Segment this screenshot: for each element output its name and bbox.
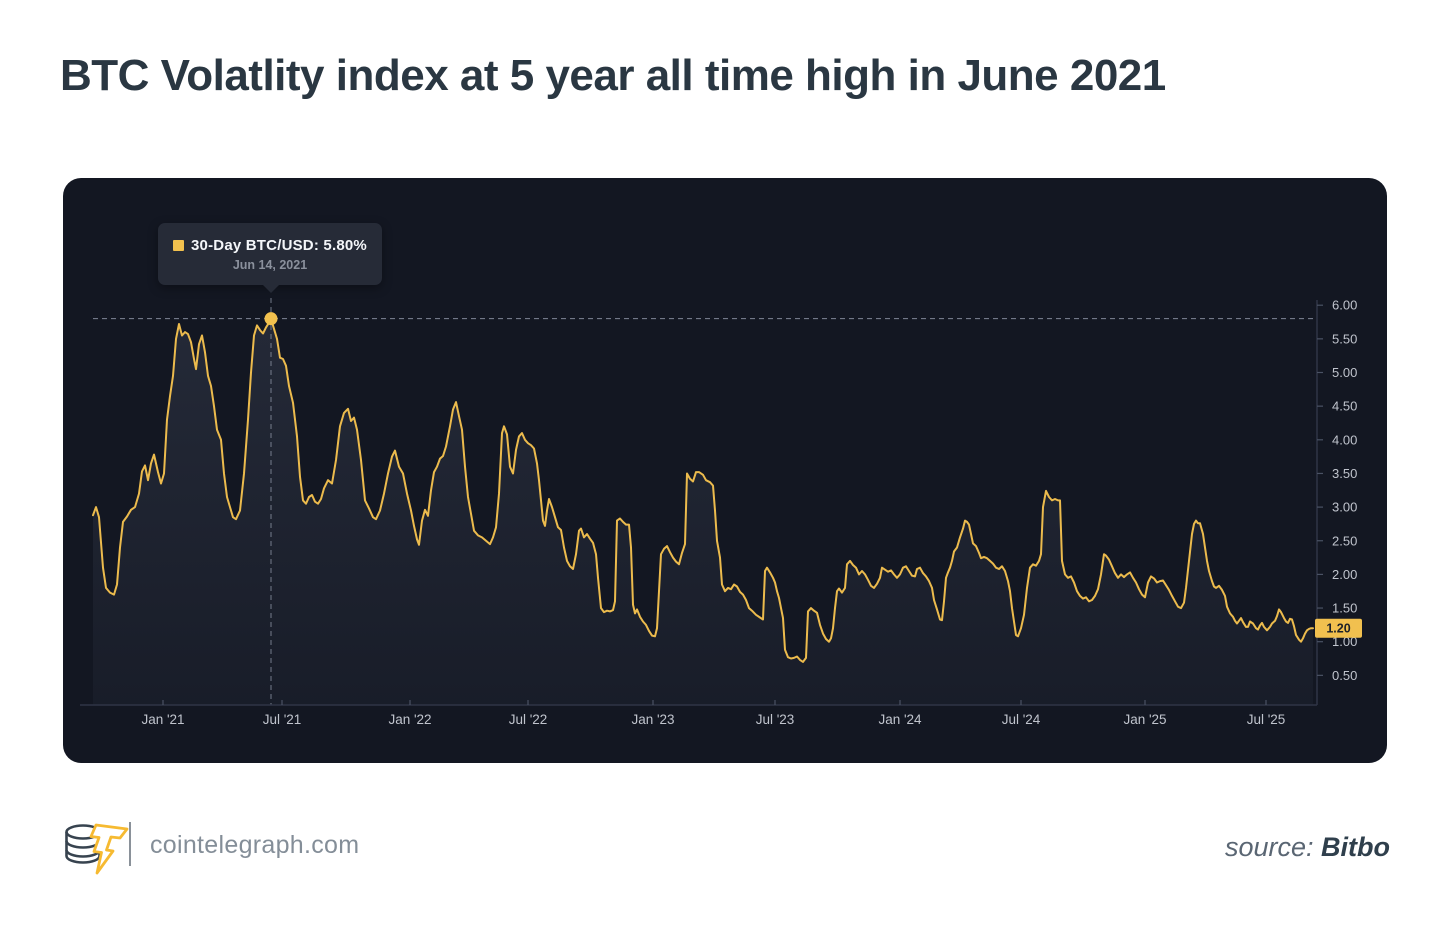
x-tick-label: Jan '22 [388,712,431,727]
y-tick-label: 3.50 [1332,466,1357,481]
y-tick-label: 2.50 [1332,533,1357,548]
highlight-point-dot [264,312,278,326]
footer-site-url[interactable]: cointelegraph.com [150,831,360,859]
x-tick-label: Jul '24 [1002,712,1041,727]
page-title: BTC Volatlity index at 5 year all time h… [60,51,1166,100]
y-tick-label: 1.00 [1332,634,1357,649]
x-tick-label: Jul '23 [756,712,795,727]
volatility-line-chart[interactable]: 6.00 5.50 5.00 4.50 4.00 3.50 3.00 2.50 2.00 1.50… [63,178,1387,763]
y-tick-label: 2.00 [1332,567,1357,582]
footer-divider [129,822,131,866]
y-tick-label: 4.50 [1332,399,1357,414]
series-area-fill [93,318,1313,705]
chart-tooltip: 30-Day BTC/USD: 5.80% Jun 14, 2021 [158,223,382,293]
y-tick-label: 5.50 [1332,331,1357,346]
y-tick-label: 6.00 [1332,298,1357,313]
x-tick-label: Jan '24 [878,712,922,727]
tooltip-series-value: 30-Day BTC/USD: 5.80% [191,236,367,254]
x-tick-label: Jul '21 [263,712,302,727]
cointelegraph-logo-icon [65,823,129,875]
x-tick-label: Jul '25 [1247,712,1286,727]
last-price-badge-label: 1.20 [1326,622,1350,636]
series-swatch-icon [173,239,185,251]
volatility-chart-panel: 6.00 5.50 5.00 4.50 4.00 3.50 3.00 2.50 2.00 1.50… [63,178,1387,763]
series-line [92,317,1314,663]
y-tick-label: 5.00 [1332,365,1357,380]
y-tick-label: 3.00 [1332,500,1357,515]
last-price-badge [1315,618,1362,638]
x-tick-label: Jan '21 [141,712,184,727]
x-tick-label: Jan '25 [1123,712,1166,727]
x-tick-label: Jul '22 [509,712,548,727]
x-tick-label: Jan '23 [631,712,674,727]
footer-source-name: Bitbo [1321,832,1390,862]
y-tick-label: 0.50 [1332,668,1357,683]
y-tick-label: 4.00 [1332,432,1357,447]
tooltip-date: Jun 14, 2021 [232,257,308,272]
footer-source: source: Bitbo [1224,832,1390,862]
tooltip-arrow [263,285,279,293]
y-tick-label: 1.50 [1332,601,1357,616]
